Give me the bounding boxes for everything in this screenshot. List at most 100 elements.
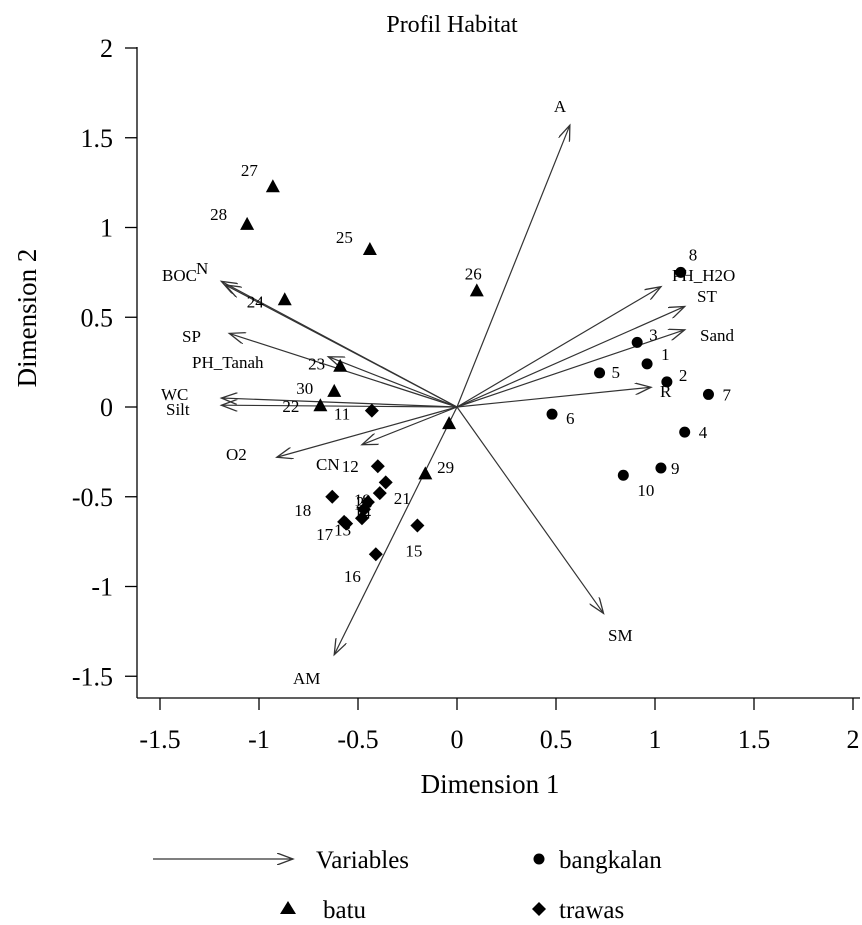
point-label: 22 <box>282 397 299 416</box>
point-label: 12 <box>342 457 359 476</box>
variable-label: SM <box>608 626 633 645</box>
y-tick-label: 1 <box>100 214 113 243</box>
x-tick-label: 1 <box>649 725 662 754</box>
variable-arrow <box>362 406 458 445</box>
circle-marker-bangkalan <box>617 469 629 481</box>
circle-marker-bangkalan <box>661 376 673 388</box>
point-label: 16 <box>344 567 361 586</box>
point-label: 15 <box>405 541 422 560</box>
variable-arrow <box>456 287 661 408</box>
variable-arrow <box>221 398 458 408</box>
triangle-marker-batu <box>333 358 348 372</box>
circle-marker-bangkalan <box>679 426 691 438</box>
point-label: 5 <box>612 363 621 382</box>
point-label: 28 <box>210 205 227 224</box>
point-label: 4 <box>699 423 708 442</box>
point-label: 2 <box>679 366 688 385</box>
legend-label-batu: batu <box>323 897 367 924</box>
point-label: 6 <box>566 409 575 428</box>
diamond-marker-trawas <box>354 511 369 526</box>
variable-label: CN <box>316 455 340 474</box>
variable-arrow <box>328 357 458 408</box>
variable-label: PH_Tanah <box>192 353 264 372</box>
variable-arrows: APH_H2OSTSandRSMAMCNO2SiltWCPH_TanahSPNB… <box>161 97 735 688</box>
variable-arrow <box>277 406 458 457</box>
variable-label: BOC <box>162 266 197 285</box>
triangle-marker-batu <box>277 292 292 306</box>
triangle-marker-batu <box>327 383 342 397</box>
triangle-marker-batu <box>469 283 484 297</box>
chart-title: Profil Habitat <box>386 12 518 38</box>
point-label: 25 <box>336 228 353 247</box>
x-tick-label: 0.5 <box>540 725 573 754</box>
variable-label: WC <box>161 385 188 404</box>
circle-marker-bangkalan <box>631 336 643 348</box>
x-tick-label: -1.5 <box>139 725 180 754</box>
variable-label: O2 <box>226 445 247 464</box>
x-tick-label: 2 <box>847 725 860 754</box>
x-axis-title: Dimension 1 <box>421 769 560 799</box>
x-ticks: -1.5 -1 -0.5 0 0.5 1 1.5 2 <box>139 698 860 754</box>
x-tick-label: -0.5 <box>337 725 378 754</box>
variable-label: PH_H2O <box>672 266 735 285</box>
legend-label-variables: Variables <box>316 847 409 874</box>
variable-arrow <box>225 285 458 408</box>
diamond-marker-trawas <box>378 475 393 490</box>
x-tick-label: -1 <box>248 725 270 754</box>
variable-arrow <box>456 306 685 408</box>
triangle-marker-batu <box>265 179 280 193</box>
variable-label: A <box>554 97 567 116</box>
triangle-marker-batu <box>240 216 255 230</box>
point-label: 24 <box>247 292 264 311</box>
circle-marker-bangkalan <box>641 358 653 370</box>
point-label: 11 <box>334 405 350 424</box>
point-label: 3 <box>649 325 658 344</box>
triangle-marker-batu <box>418 466 433 480</box>
diamond-marker-trawas <box>337 514 352 529</box>
diamond-marker-trawas <box>368 547 383 562</box>
y-tick-label: -1 <box>91 573 113 602</box>
triangle-marker-batu <box>313 398 328 412</box>
point-label: 18 <box>294 501 311 520</box>
variable-arrow <box>221 405 458 407</box>
triangle-marker-batu <box>442 416 457 430</box>
variable-arrow <box>456 387 651 408</box>
diamond-marker-trawas <box>410 518 425 533</box>
variable-arrow <box>334 406 458 655</box>
variable-label: Sand <box>700 326 735 345</box>
legend-triangle-marker <box>280 901 296 914</box>
diamond-marker-trawas <box>372 486 387 501</box>
legend-diamond-marker <box>532 902 546 916</box>
variable-label: AM <box>293 669 320 688</box>
point-label: 23 <box>308 355 325 374</box>
y-axis-title: Dimension 2 <box>12 249 42 388</box>
legend-circle-marker <box>533 853 545 865</box>
point-label: 27 <box>241 161 258 180</box>
variable-arrow <box>456 125 570 408</box>
y-tick-label: -1.5 <box>72 662 113 691</box>
legend: Variables bangkalan batu trawas <box>153 847 662 924</box>
triangle-marker-batu <box>362 242 377 256</box>
point-label: 30 <box>296 379 313 398</box>
x-tick-label: 0 <box>451 725 464 754</box>
circle-marker-bangkalan <box>675 266 687 278</box>
point-label: 1 <box>661 345 670 364</box>
legend-label-bangkalan: bangkalan <box>559 847 662 874</box>
diamond-marker-trawas <box>364 403 379 418</box>
point-label: 29 <box>437 458 454 477</box>
y-ticks: -1.5 -1 -0.5 0 0.5 1 1.5 2 <box>72 34 137 691</box>
point-label: 17 <box>316 525 334 544</box>
circle-marker-bangkalan <box>702 388 714 400</box>
point-label: 21 <box>394 489 411 508</box>
variable-label: SP <box>182 327 201 346</box>
y-tick-label: 1.5 <box>81 124 114 153</box>
point-label: 7 <box>722 385 731 404</box>
circle-marker-bangkalan <box>655 462 667 474</box>
y-tick-label: 0 <box>100 393 113 422</box>
variable-label: N <box>196 259 208 278</box>
diamond-marker-trawas <box>370 459 385 474</box>
point-label: 26 <box>465 264 482 283</box>
diamond-marker-trawas <box>360 495 375 510</box>
point-label: 9 <box>671 459 680 478</box>
